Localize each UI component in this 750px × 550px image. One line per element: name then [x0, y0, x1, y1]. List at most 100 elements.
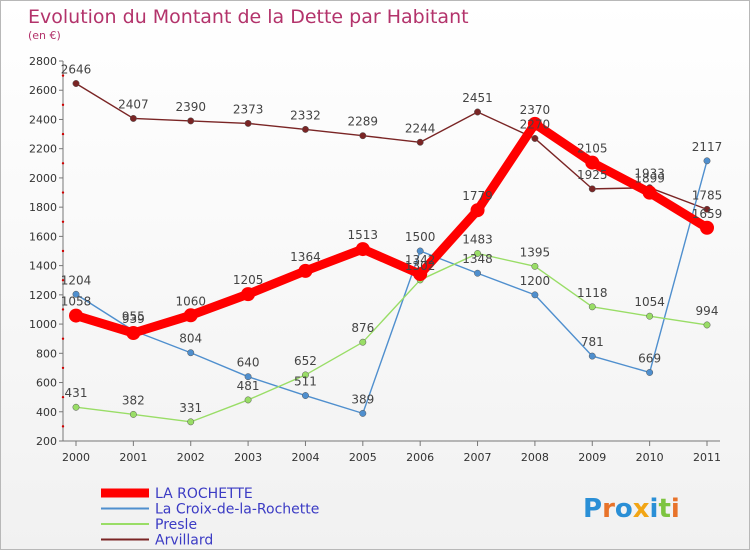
data-label: 955 [122, 310, 145, 324]
x-tick-label: 2004 [291, 451, 319, 464]
data-label: 1899 [634, 172, 665, 186]
data-point-la-rochette [241, 287, 256, 302]
data-point-la-rochette [183, 308, 198, 323]
y-tick-label: 1600 [29, 230, 57, 243]
data-label: 1058 [61, 295, 92, 309]
data-label: 511 [294, 375, 317, 389]
y-minor-tick [61, 74, 65, 77]
data-label: 781 [581, 335, 604, 349]
data-label: 2244 [405, 121, 436, 135]
data-point-la-rochette [700, 220, 714, 235]
data-point-presle [129, 410, 137, 418]
data-point-presle [588, 303, 596, 311]
data-label: 1060 [175, 294, 206, 308]
y-tick-label: 2000 [29, 172, 57, 185]
y-tick-label: 1000 [29, 318, 57, 331]
data-point-presle [474, 250, 481, 257]
data-label: 2646 [61, 63, 92, 77]
data-label: 1302 [405, 259, 436, 273]
x-tick-label: 2003 [234, 451, 262, 464]
series-layer [69, 80, 714, 426]
y-minor-tick [61, 162, 65, 165]
data-label: 1205 [233, 273, 264, 287]
data-point-la-rochette [126, 325, 141, 340]
y-tick-label: 200 [36, 435, 57, 448]
y-tick-label: 600 [36, 377, 57, 390]
data-point-arvillard [474, 108, 481, 116]
data-label: 640 [237, 356, 260, 370]
data-label: 652 [294, 354, 317, 368]
y-minor-tick [61, 366, 65, 370]
y-minor-tick [61, 220, 65, 223]
data-label: 1364 [290, 250, 321, 264]
data-label: 1925 [577, 168, 608, 182]
y-tick-label: 400 [36, 406, 57, 419]
y-minor-tick [61, 395, 65, 399]
data-point-arvillard [72, 80, 80, 87]
data-label: 1513 [348, 228, 379, 242]
y-minor-tick [61, 132, 65, 136]
data-label: 1779 [462, 189, 493, 203]
data-label: 876 [351, 321, 374, 335]
data-label: 1204 [61, 273, 92, 287]
data-label: 1395 [520, 245, 551, 259]
data-label: 481 [237, 379, 260, 393]
data-label: 939 [122, 312, 145, 326]
data-point-arvillard [588, 185, 596, 193]
series-line-arvillard [75, 82, 708, 211]
data-point-arvillard [531, 135, 539, 142]
data-label: 2289 [348, 115, 379, 129]
logo-letter: i [650, 494, 659, 524]
y-tick-label: 1800 [29, 201, 57, 214]
data-point-presle [359, 338, 367, 346]
logo-letter: r [602, 494, 615, 524]
legend-entry: Arvillard [155, 533, 213, 549]
data-point-presle [72, 403, 80, 411]
data-point-presle [244, 396, 252, 404]
x-tick-label: 2005 [349, 451, 377, 464]
y-minor-tick [61, 191, 65, 194]
logo-text: Proxiti [583, 494, 680, 524]
x-tick-label: 2011 [693, 451, 721, 464]
y-tick-label: 1400 [29, 260, 57, 273]
x-tick-label: 2002 [177, 451, 205, 464]
data-point-la-rochette [355, 242, 370, 257]
data-label: 1342 [405, 253, 436, 267]
data-point-presle [302, 371, 309, 379]
data-point-presle [531, 262, 539, 270]
legend-entry: LA ROCHETTE [155, 486, 253, 502]
data-point-la-croix-de-la-rochette [646, 369, 654, 376]
data-label: 382 [122, 393, 145, 407]
data-point-arvillard [302, 125, 309, 133]
data-label: 2332 [290, 108, 321, 122]
data-point-la-croix-de-la-rochette [302, 392, 309, 399]
legend-entry: La Croix-de-la-Rochette [155, 502, 319, 518]
data-point-la-croix-de-la-rochette [474, 269, 481, 277]
y-tick-label: 2200 [29, 143, 57, 156]
y-tick-label: 2400 [29, 113, 57, 126]
x-tick-label: 2000 [62, 451, 90, 464]
y-minor-tick [61, 425, 65, 428]
y-minor-tick [61, 103, 65, 107]
data-label: 1933 [634, 167, 665, 181]
data-label: 1200 [520, 274, 551, 288]
data-point-presle [703, 321, 711, 329]
data-label: 1348 [462, 252, 493, 266]
data-point-arvillard [187, 117, 195, 125]
data-point-presle [646, 312, 654, 320]
data-point-la-rochette [69, 308, 83, 323]
data-label: 1483 [462, 232, 493, 246]
data-point-la-croix-de-la-rochette [703, 157, 711, 165]
data-point-la-croix-de-la-rochette [359, 409, 367, 417]
data-point-la-rochette [527, 116, 542, 131]
data-labels: 2646 2407 2390 2373 2332 2289 2244 2451 2270 1925… [61, 63, 723, 415]
logo-letter: P [583, 494, 602, 524]
data-point-arvillard [416, 138, 424, 146]
data-label: 1785 [692, 188, 723, 202]
y-tick-label: 2800 [29, 55, 57, 68]
data-label: 2407 [118, 97, 149, 111]
data-label: 431 [65, 386, 88, 400]
